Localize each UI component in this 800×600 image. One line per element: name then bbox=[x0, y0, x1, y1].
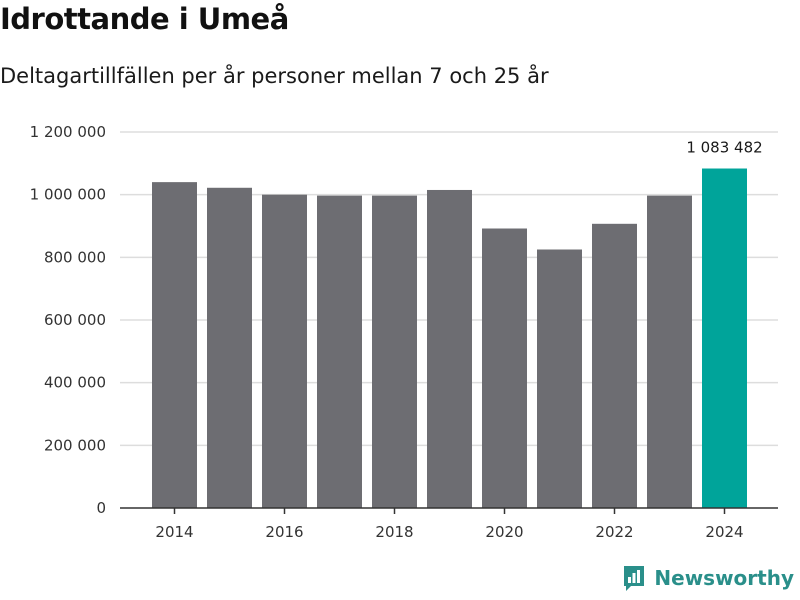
y-tick-label: 400 000 bbox=[44, 374, 106, 392]
brand-logo: Newsworthy bbox=[622, 564, 794, 592]
x-tick-label: 2018 bbox=[375, 523, 413, 541]
x-tick-label: 2016 bbox=[265, 523, 303, 541]
bar-2023 bbox=[647, 195, 692, 508]
x-tick-label: 2022 bbox=[595, 523, 633, 541]
x-axis-ticks: 2014 2016 2018 2020 2022 2024 bbox=[155, 508, 744, 541]
chart-title: Idrottande i Umeå bbox=[0, 2, 289, 36]
x-tick-label: 2014 bbox=[155, 523, 193, 541]
chart-subtitle: Deltagartillfällen per år personer mella… bbox=[0, 64, 549, 88]
x-tick-label: 2020 bbox=[485, 523, 523, 541]
bar-2017 bbox=[317, 195, 362, 508]
bars bbox=[152, 168, 747, 509]
bar-2016 bbox=[262, 194, 307, 508]
bar-2020 bbox=[482, 228, 527, 509]
y-tick-label: 200 000 bbox=[44, 436, 106, 454]
data-labels: 1 083 482 bbox=[686, 139, 762, 157]
y-tick-label: 1 200 000 bbox=[30, 123, 106, 141]
bar-2021 bbox=[537, 249, 582, 508]
newsworthy-chart-icon bbox=[624, 566, 645, 591]
bar-2019 bbox=[427, 189, 472, 508]
bar-2018 bbox=[372, 195, 417, 508]
bar-2015 bbox=[207, 187, 252, 509]
y-tick-label: 1 000 000 bbox=[30, 186, 106, 204]
bar-2024 bbox=[702, 168, 747, 508]
y-tick-label: 800 000 bbox=[44, 248, 106, 266]
y-tick-label: 0 bbox=[96, 499, 106, 517]
bar-2014 bbox=[152, 182, 197, 508]
bar-2022 bbox=[592, 223, 637, 508]
x-tick-label: 2024 bbox=[705, 523, 743, 541]
y-tick-label: 600 000 bbox=[44, 311, 106, 329]
y-axis-ticks: 0 200 000 400 000 600 000 800 000 1 000 000 1 … bbox=[30, 123, 106, 517]
data-label-highlight: 1 083 482 bbox=[686, 139, 762, 157]
brand-name: Newsworthy bbox=[654, 566, 794, 590]
